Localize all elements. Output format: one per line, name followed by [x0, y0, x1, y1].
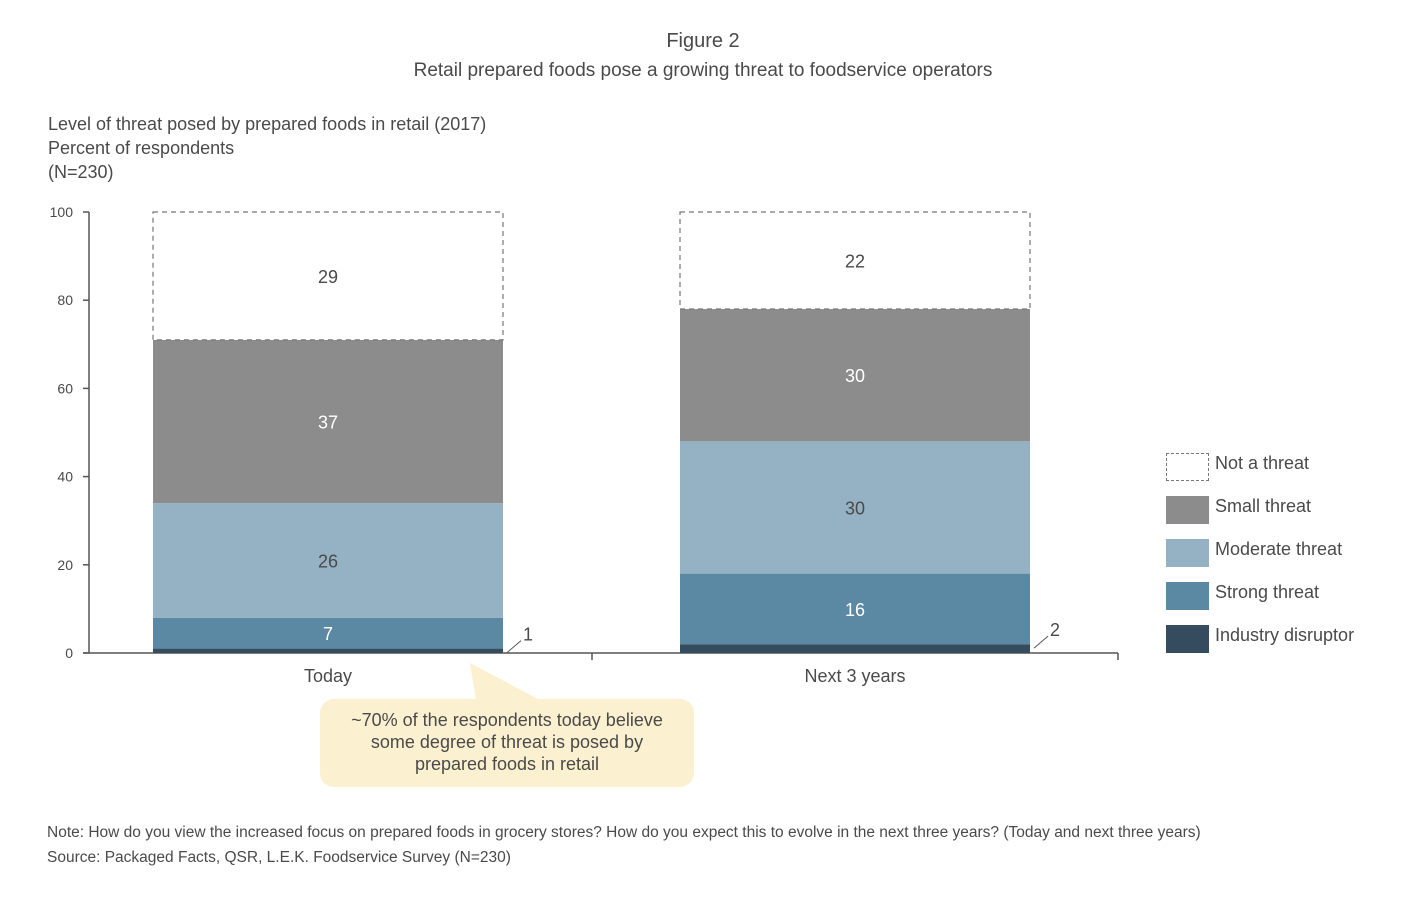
x-tick-label: Next 3 years: [804, 666, 905, 686]
callout-line-3: prepared foods in retail: [414, 754, 600, 774]
bar-segment-industry-disruptor: [153, 648, 503, 653]
sample-size-label: (N=230): [48, 162, 114, 182]
y-tick-label: 40: [57, 469, 73, 485]
legend-label: Moderate threat: [1215, 539, 1343, 559]
bar-segment-strong-threat: [680, 573, 1030, 645]
y-tick-label: 0: [65, 645, 73, 661]
bar-segment-strong-threat: [153, 617, 503, 649]
source-note: Source: Packaged Facts, QSR, L.E.K. Food…: [47, 849, 511, 866]
chart-subtitle: Level of threat posed by prepared foods …: [48, 114, 487, 134]
data-label: 30: [845, 366, 865, 386]
bar-segment-not-a-threat: [679, 211, 1031, 310]
legend-swatch: [1166, 539, 1209, 567]
data-label: 30: [845, 498, 865, 518]
callout-line-1: ~70% of the respondents today believe: [351, 710, 663, 730]
bar-segment-small-threat: [680, 309, 1030, 442]
legend-swatch: [1166, 453, 1209, 481]
legend-swatch: [1166, 582, 1209, 610]
legend-label: Small threat: [1215, 496, 1312, 516]
data-label: 2: [1050, 620, 1060, 640]
footnote: Note: How do you view the increased focu…: [47, 824, 1201, 841]
callout-line-2: some degree of threat is posed by: [370, 732, 644, 752]
y-tick-label: 100: [50, 204, 74, 220]
chart-title: Retail prepared foods pose a growing thr…: [413, 60, 993, 81]
y-tick-label: 20: [57, 557, 73, 573]
data-label: 1: [523, 625, 533, 645]
callout-box: ~70% of the respondents today believe so…: [320, 699, 694, 787]
data-label-leader: [1033, 635, 1049, 649]
callout-pointer: [470, 663, 540, 700]
data-label: 16: [845, 600, 865, 620]
data-label: 7: [323, 624, 333, 644]
data-label: 22: [845, 252, 865, 272]
legend-swatch: [1166, 496, 1209, 524]
bar-segment-small-threat: [153, 339, 503, 504]
data-label: 37: [318, 412, 338, 432]
legend-label: Strong threat: [1215, 582, 1320, 602]
data-label-leader: [506, 640, 522, 653]
y-tick-label: 60: [57, 380, 73, 396]
y-axis-unit-label: Percent of respondents: [48, 138, 235, 158]
legend-swatch: [1166, 625, 1209, 653]
y-tick-label: 80: [57, 292, 73, 308]
bar-segment-moderate-threat: [680, 441, 1030, 574]
figure-label: Figure 2: [666, 30, 740, 52]
data-label: 29: [318, 267, 338, 287]
legend-label: Not a threat: [1215, 453, 1310, 473]
data-label: 26: [318, 551, 338, 571]
bar-segment-not-a-threat: [152, 211, 504, 341]
bar-segment-moderate-threat: [153, 503, 503, 618]
x-tick-label: Today: [304, 666, 352, 686]
bar-segment-industry-disruptor: [680, 644, 1030, 653]
legend-label: Industry disruptor: [1215, 625, 1355, 645]
